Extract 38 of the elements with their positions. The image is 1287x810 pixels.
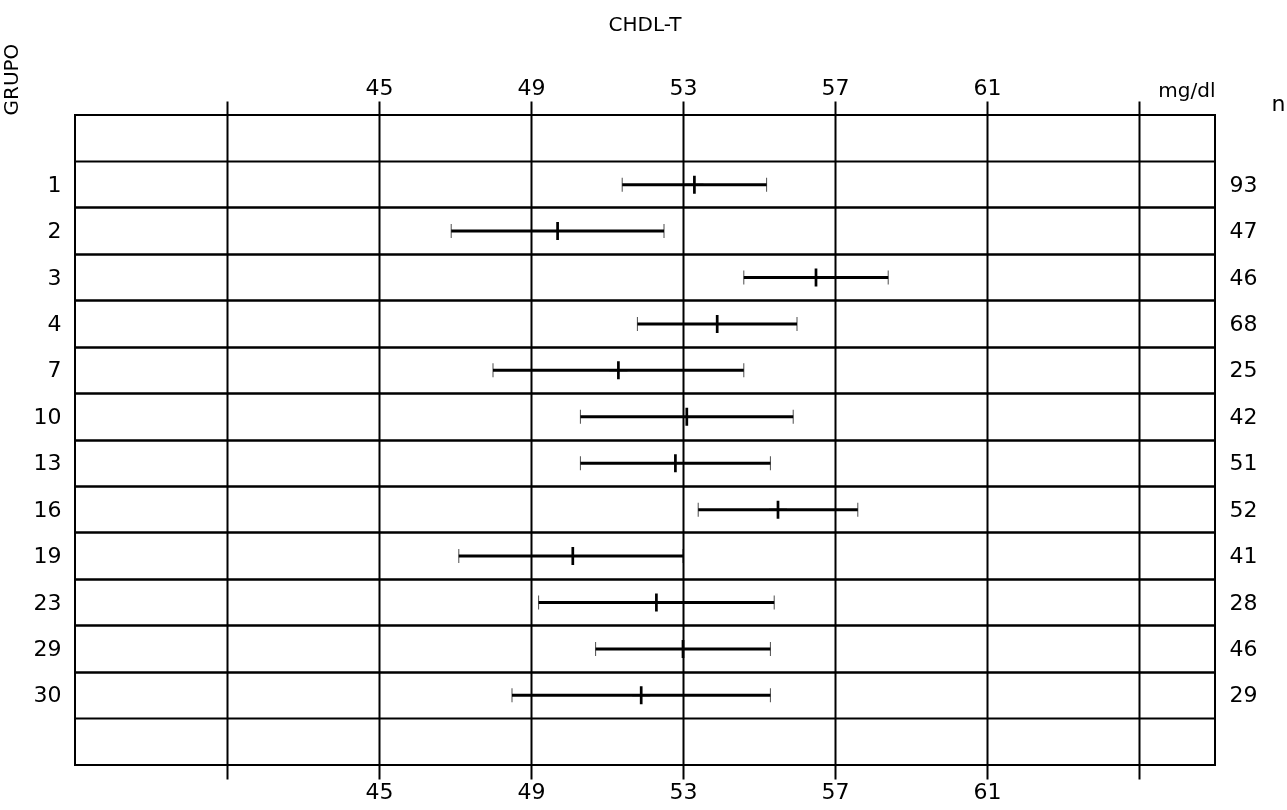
y-tick-label: 16 <box>33 496 62 522</box>
x-tick-label: 61 <box>973 778 1002 804</box>
x2-tick-label: 49 <box>517 74 546 100</box>
y-axis-title: GRUPO <box>0 43 23 116</box>
y2-tick-label: 29 <box>1229 682 1258 708</box>
y2-tick-label: 42 <box>1229 403 1258 429</box>
chart-title: CHDL-T <box>608 12 683 37</box>
y-tick-label: 13 <box>33 450 62 476</box>
y-tick-label: 7 <box>47 357 62 383</box>
y-tick-label: 10 <box>33 403 62 429</box>
y2-tick-label: 41 <box>1229 543 1258 569</box>
y2-tick-label: 46 <box>1229 264 1258 290</box>
x2-tick-label: 53 <box>669 74 698 100</box>
y-tick-label: 19 <box>33 543 62 569</box>
y2-tick-label: 28 <box>1229 589 1258 615</box>
y-tick-label: 30 <box>33 682 62 708</box>
y2-tick-label: 46 <box>1229 635 1258 661</box>
y-tick-label: 29 <box>33 635 62 661</box>
y2-axis-title: n <box>1271 90 1286 116</box>
y2-tick-label: 25 <box>1229 357 1258 383</box>
x-tick-label: 53 <box>669 778 698 804</box>
y-tick-label: 3 <box>47 264 62 290</box>
y2-tick-label: 51 <box>1229 450 1258 476</box>
x-tick-label: 57 <box>821 778 850 804</box>
x-tick-label: 45 <box>365 778 394 804</box>
x2-tick-label: 57 <box>821 74 850 100</box>
x-tick-label: 49 <box>517 778 546 804</box>
x2-tick-label: 61 <box>973 74 1002 100</box>
y-tick-label: 4 <box>47 310 62 336</box>
y-tick-label: 23 <box>33 589 62 615</box>
y-tick-label: 2 <box>47 218 62 244</box>
y2-tick-label: 93 <box>1229 171 1258 197</box>
x2-tick-label: 45 <box>365 74 394 100</box>
y2-tick-label: 52 <box>1229 496 1258 522</box>
y2-tick-label: 47 <box>1229 218 1258 244</box>
y2-tick-label: 68 <box>1229 310 1258 336</box>
x2-axis-title: mg/dl <box>1158 77 1216 102</box>
y-tick-label: 1 <box>47 171 62 197</box>
